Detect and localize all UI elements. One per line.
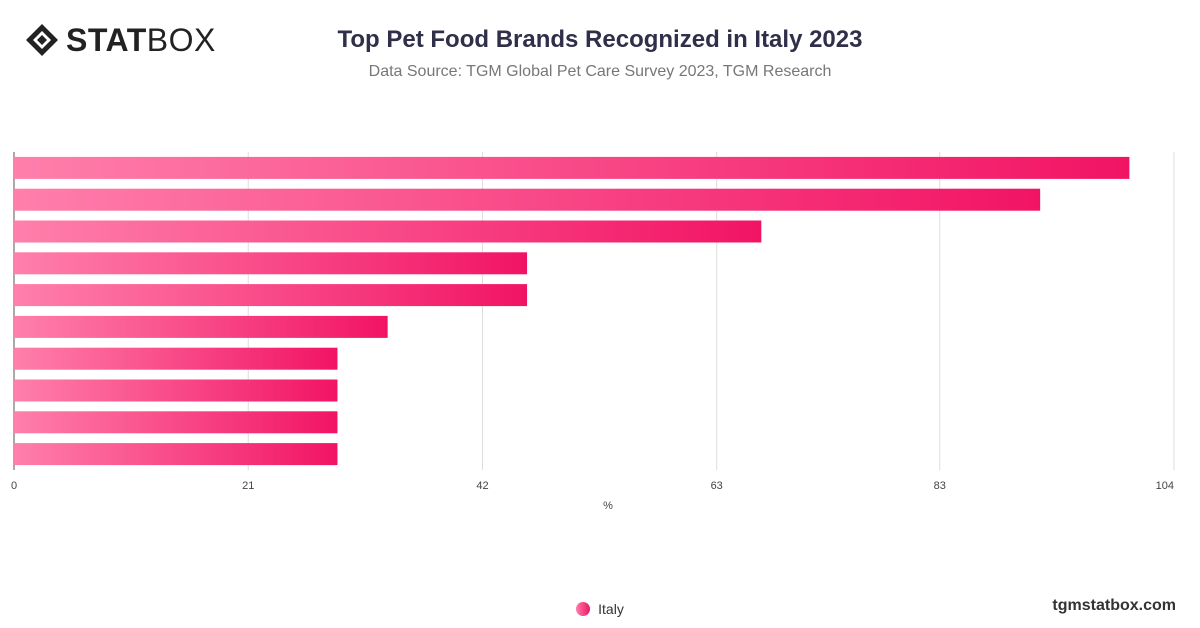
bar[interactable] [14,156,1130,179]
chart-title: Top Pet Food Brands Recognized in Italy … [337,26,863,53]
statbox-logo[interactable]: STATBOX [24,22,216,58]
x-tick-label: 21 [242,480,254,492]
bar[interactable] [14,220,762,243]
logo-text-light: BOX [146,22,216,58]
x-tick-label: 0 [11,480,17,492]
chart-legend: Italy [0,601,1200,617]
bar[interactable] [14,315,388,338]
bar[interactable] [14,284,528,307]
statbox-diamond-icon [26,24,58,56]
bar[interactable] [14,411,338,434]
bar[interactable] [14,347,338,370]
bar[interactable] [14,252,528,275]
bar[interactable] [14,379,338,402]
legend-dot-icon [576,602,591,616]
legend-label-italy[interactable]: Italy [598,601,624,617]
x-tick-label: 63 [711,480,723,492]
x-axis-title: % [603,500,613,512]
site-url[interactable]: tgmstatbox.com [1052,597,1176,614]
chart-subtitle: Data Source: TGM Global Pet Care Survey … [368,63,832,80]
x-tick-label: 83 [934,480,946,492]
logo-text-bold: STAT [66,22,147,58]
bar[interactable] [14,188,1041,211]
bar[interactable] [14,443,338,466]
x-tick-label: 42 [476,480,488,492]
x-tick-label: 104 [1156,480,1174,492]
